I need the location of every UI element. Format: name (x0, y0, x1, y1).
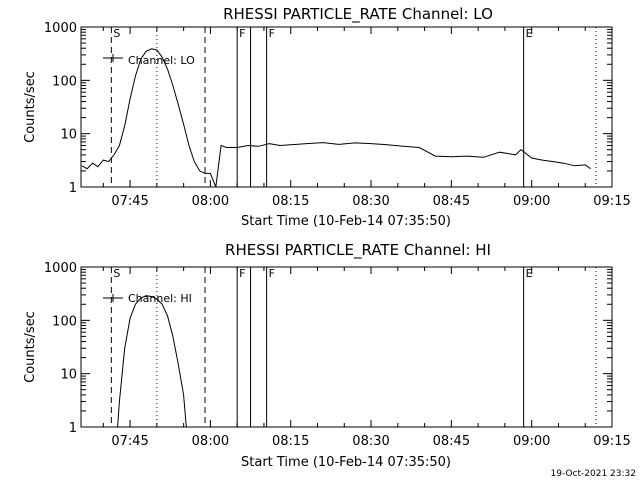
y-tick-label: 10 (60, 368, 77, 383)
x-tick-label: 07:45 (111, 194, 148, 209)
legend-label-hi: Channel: HI (128, 292, 192, 305)
x-tick-label: 09:00 (513, 434, 550, 449)
y-tick-label: 1 (69, 421, 77, 436)
chart-title-hi: RHESSI PARTICLE_RATE Channel: HI (225, 241, 491, 260)
y-tick-label: 100 (52, 314, 77, 329)
y-axis-label-hi: Counts/sec (23, 311, 38, 383)
x-tick-label: 08:00 (192, 194, 229, 209)
event-marker-label: F (239, 27, 245, 40)
event-marker-label: S (113, 267, 120, 280)
x-tick-label: 08:15 (272, 434, 309, 449)
panel-lo: RHESSI PARTICLE_RATE Channel: LO Counts/… (23, 5, 631, 229)
y-tick-label: 1 (69, 181, 77, 196)
event-marker-label: E (526, 27, 533, 40)
y-tick-label: 10 (60, 128, 77, 143)
y-axis-label-lo: Counts/sec (23, 71, 38, 143)
x-tick-label: 09:15 (593, 434, 630, 449)
plot-frame (80, 26, 613, 188)
event-marker-label: E (526, 267, 533, 280)
series-line (117, 295, 187, 428)
legend-label-lo: Channel: LO (128, 54, 195, 67)
x-tick-label: 08:30 (352, 434, 389, 449)
x-tick-label: 08:45 (433, 194, 470, 209)
x-tick-label: 07:45 (111, 434, 148, 449)
event-marker-label: F (269, 27, 275, 40)
x-axis-label-hi: Start Time (10-Feb-14 07:35:50) (241, 455, 451, 470)
x-tick-label: 09:15 (593, 194, 630, 209)
x-axis-label-lo: Start Time (10-Feb-14 07:35:50) (241, 214, 451, 229)
x-tick-label: 08:30 (352, 194, 389, 209)
event-marker-label: F (239, 267, 245, 280)
panel-hi: RHESSI PARTICLE_RATE Channel: HI Counts/… (23, 241, 631, 470)
chart-title-lo: RHESSI PARTICLE_RATE Channel: LO (223, 5, 493, 24)
x-tick-label: 08:45 (433, 434, 470, 449)
event-marker-label: S (113, 27, 120, 40)
plot-frame (80, 266, 613, 428)
footer-timestamp: 19-Oct-2021 23:32 (551, 469, 636, 479)
x-tick-label: 09:00 (513, 194, 550, 209)
y-tick-label: 1000 (44, 261, 77, 276)
x-tick-label: 08:00 (192, 434, 229, 449)
event-marker-label: F (269, 267, 275, 280)
series-line (81, 48, 591, 188)
y-tick-label: 100 (52, 74, 77, 89)
y-tick-label: 1000 (44, 21, 77, 36)
x-tick-label: 08:15 (272, 194, 309, 209)
